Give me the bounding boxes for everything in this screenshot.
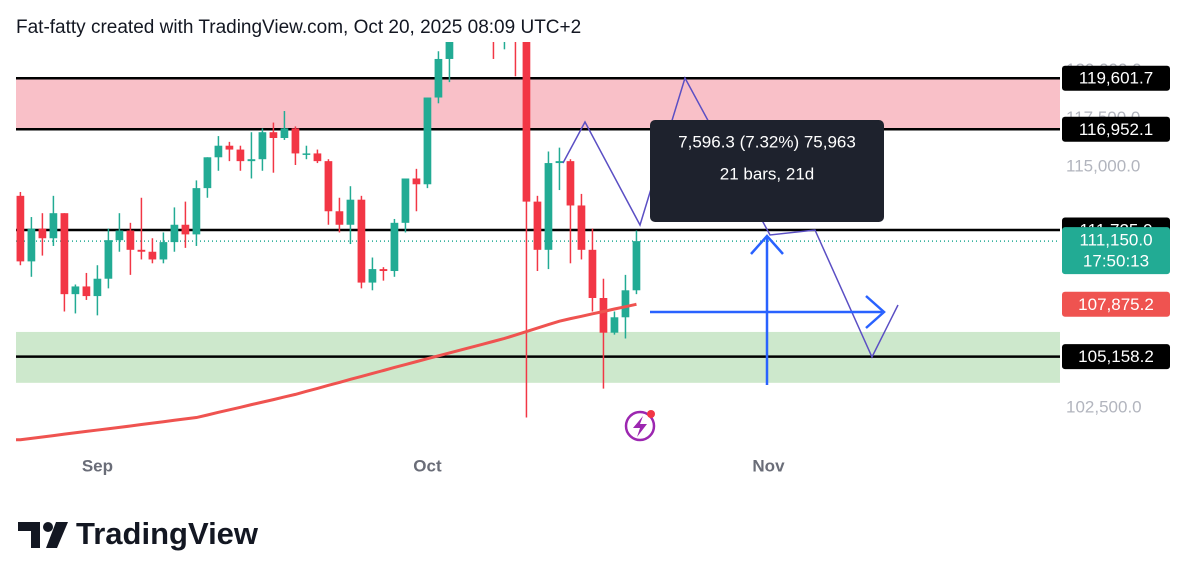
candle-body: [159, 242, 168, 260]
header: Fat-fatty created with TradingView.com, …: [16, 17, 581, 38]
x-tick-label: Sep: [82, 456, 113, 475]
candle-body: [412, 178, 421, 185]
candle-body: [379, 269, 388, 272]
last-price-box: [1062, 227, 1170, 275]
candle-body: [302, 153, 311, 155]
candle-body: [632, 241, 641, 291]
level-label-box: [1062, 116, 1170, 142]
candle-body: [170, 224, 179, 243]
logo-mark: [43, 522, 53, 532]
candle-body: [445, 42, 454, 59]
candle-body: [236, 149, 245, 162]
event-icon[interactable]: [624, 410, 656, 442]
candle-body: [357, 199, 366, 283]
arrow-head: [750, 234, 784, 255]
candle-body: [324, 161, 333, 212]
candle-body: [280, 128, 289, 139]
level-label: 116,952.1: [1079, 120, 1153, 139]
last-price-label: 111,150.0: [1079, 231, 1152, 250]
level-label: 119,601.7: [1079, 69, 1153, 88]
candle-body: [115, 230, 124, 241]
candle-body: [577, 205, 586, 250]
ma-label: 107,875.2: [1078, 295, 1154, 314]
candle-body: [16, 195, 25, 262]
countdown: 17:50:13: [1083, 252, 1149, 271]
moving-average: [16, 302, 637, 442]
x-tick-label: Nov: [752, 456, 785, 475]
candle-body: [247, 159, 256, 162]
candle-body: [423, 97, 432, 185]
candle-body: [401, 178, 410, 223]
measure-bars: 21 bars, 21d: [720, 164, 815, 183]
candle-body: [27, 228, 36, 262]
arrow-head: [865, 295, 886, 329]
candle-body: [599, 298, 608, 333]
candle-body: [544, 163, 553, 250]
candle-body: [522, 42, 531, 202]
candle-body: [566, 161, 575, 206]
candle-body: [93, 278, 102, 297]
candle-body: [368, 269, 377, 283]
candle-body: [258, 132, 267, 160]
logo-mark: [18, 522, 40, 548]
zone: [16, 78, 1060, 130]
drawings: 7,596.3 (7.32%) 75,963 21 bars, 21d: [562, 76, 899, 442]
candle-body: [126, 230, 135, 250]
candle-body: [610, 317, 619, 333]
candle-body: [148, 251, 157, 260]
candle-body: [269, 132, 278, 139]
measure-text: 7,596.3 (7.32%) 75,963: [678, 132, 856, 151]
y-tick-label: 102,500.0: [1066, 397, 1142, 416]
candle-body: [390, 222, 399, 272]
candle-body: [71, 286, 80, 295]
level-label-box: [1062, 65, 1170, 91]
candle-body: [203, 157, 212, 189]
x-tick-label: Oct: [413, 456, 442, 475]
candle-body: [137, 249, 146, 252]
axes: 102,500.0115,000.0117,500.0120,000.0SepO…: [82, 60, 1170, 475]
lightning: [633, 416, 647, 437]
candle-body: [335, 211, 344, 225]
candle-body: [60, 213, 69, 295]
candle-body: [225, 145, 234, 150]
candle-body: [291, 128, 300, 154]
candle-body: [192, 188, 201, 235]
candle-body: [555, 161, 564, 164]
candle-body: [533, 201, 542, 250]
brand-name: TradingView: [76, 516, 259, 551]
candle-body: [434, 58, 443, 98]
brand-logo: TradingView: [18, 516, 259, 551]
measure-tooltip: [650, 120, 884, 222]
candle-body: [588, 249, 597, 299]
candle-body: [313, 153, 322, 162]
candles: [16, 42, 641, 442]
event-dot: [647, 410, 655, 418]
ma-label-box: [1062, 291, 1170, 317]
level-label: 105,158.2: [1078, 347, 1154, 366]
candle-body: [214, 145, 223, 158]
level-label-box: [1062, 344, 1170, 370]
candle-body: [49, 213, 58, 239]
candle-body: [346, 199, 355, 225]
y-tick-label: 115,000.0: [1066, 156, 1140, 175]
candle-body: [104, 240, 113, 279]
candle-body: [38, 228, 47, 239]
candle-body: [621, 290, 630, 318]
candle-body: [82, 286, 91, 297]
logo-mark: [46, 522, 68, 548]
candle-body: [181, 224, 190, 235]
